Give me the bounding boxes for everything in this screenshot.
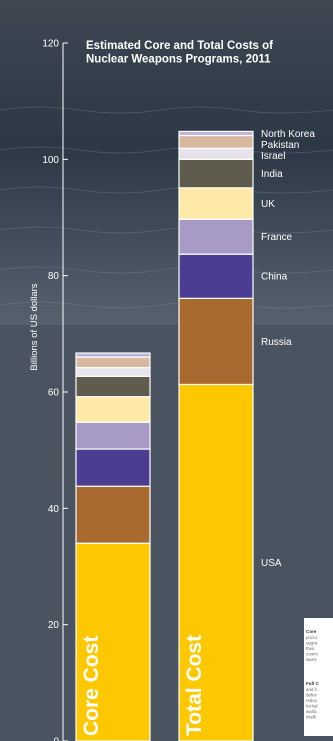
bar-segment-core-cost-israel: [75, 366, 151, 377]
bar-segment-core-cost-uk: [75, 396, 151, 423]
note-full-line: defen: [306, 693, 318, 698]
country-label-uk: UK: [261, 199, 275, 210]
y-tick-label: 40: [48, 504, 60, 515]
country-label-israel: Israel: [261, 151, 285, 162]
y-tick-label: 0: [53, 737, 59, 741]
note-core-line: their: [306, 646, 315, 651]
chart-title: Estimated Core and Total Costs of Nuclear…: [86, 40, 273, 66]
note-full-line: warfa: [306, 709, 317, 714]
bar-segment-core-cost-usa: [75, 542, 151, 741]
note-core-line: comm: [306, 652, 318, 657]
note-full-line: and fi: [306, 687, 317, 692]
note-core-line: procu: [306, 635, 318, 640]
bar-segment-total-cost-uk: [178, 187, 254, 220]
y-axis-label: Billions of US dollars: [29, 283, 40, 370]
bar-segment-core-cost-china: [75, 448, 151, 487]
country-label-france: France: [261, 232, 293, 243]
note-core-line: warni: [306, 657, 317, 662]
bar-segment-core-cost-india: [75, 375, 151, 398]
note-core-title: Core: [306, 629, 317, 634]
y-tick-label: 80: [48, 271, 60, 282]
y-tick-label: 20: [48, 620, 60, 631]
bar-segment-total-cost-north-korea: [178, 130, 254, 137]
bar-label-core-cost: Core Cost: [80, 636, 103, 736]
note-core-line: upgra: [306, 641, 318, 646]
y-tick-label: 60: [48, 388, 60, 399]
title-line: Nuclear Weapons Programs, 2011: [86, 54, 271, 66]
sea-photo-background: [0, 0, 333, 325]
country-label-north-korea: North Korea: [261, 129, 315, 140]
note-full-line: reduc: [306, 698, 318, 703]
bar-segment-total-cost-france: [178, 218, 254, 255]
sea-waves: [0, 106, 333, 309]
bar-segment-total-cost-pakistan: [178, 134, 254, 149]
country-label-pakistan: Pakistan: [261, 140, 299, 151]
notes-box-background: [304, 618, 333, 736]
bar-category-labels: Core Cost Total Cost: [80, 635, 206, 736]
note-full-line: includ: [306, 704, 318, 709]
country-label-china: China: [261, 272, 288, 283]
y-tick-label: 120: [42, 39, 59, 50]
bar-segment-total-cost-russia: [178, 297, 254, 386]
bar-label-total-cost: Total Cost: [183, 635, 206, 736]
y-tick-label: 100: [42, 155, 59, 166]
country-label-usa: USA: [261, 558, 282, 569]
bar-segment-core-cost-pakistan: [75, 356, 151, 369]
bar-segment-core-cost-russia: [75, 485, 151, 544]
title-line: Estimated Core and Total Costs of: [86, 40, 273, 52]
bar-segment-total-cost-india: [178, 158, 254, 189]
note-full-line: intelli: [306, 715, 316, 720]
bars: [75, 130, 254, 741]
bar-segment-core-cost-france: [75, 421, 151, 450]
bar-segment-total-cost-usa: [178, 383, 254, 741]
y-axis: 0 20 40 60 80 100 120 Billions of US dollars: [29, 39, 68, 741]
bar-segment-total-cost-israel: [178, 147, 254, 160]
bar-segment-total-cost-china: [178, 253, 254, 299]
country-label-russia: Russia: [261, 337, 292, 348]
country-labels: USA Russia China France UK India IsraelPakista…: [261, 129, 315, 569]
country-label-india: India: [261, 169, 283, 180]
note-full-title: Full C: [306, 681, 319, 686]
bar-segment-core-cost-north-korea: [75, 352, 151, 358]
